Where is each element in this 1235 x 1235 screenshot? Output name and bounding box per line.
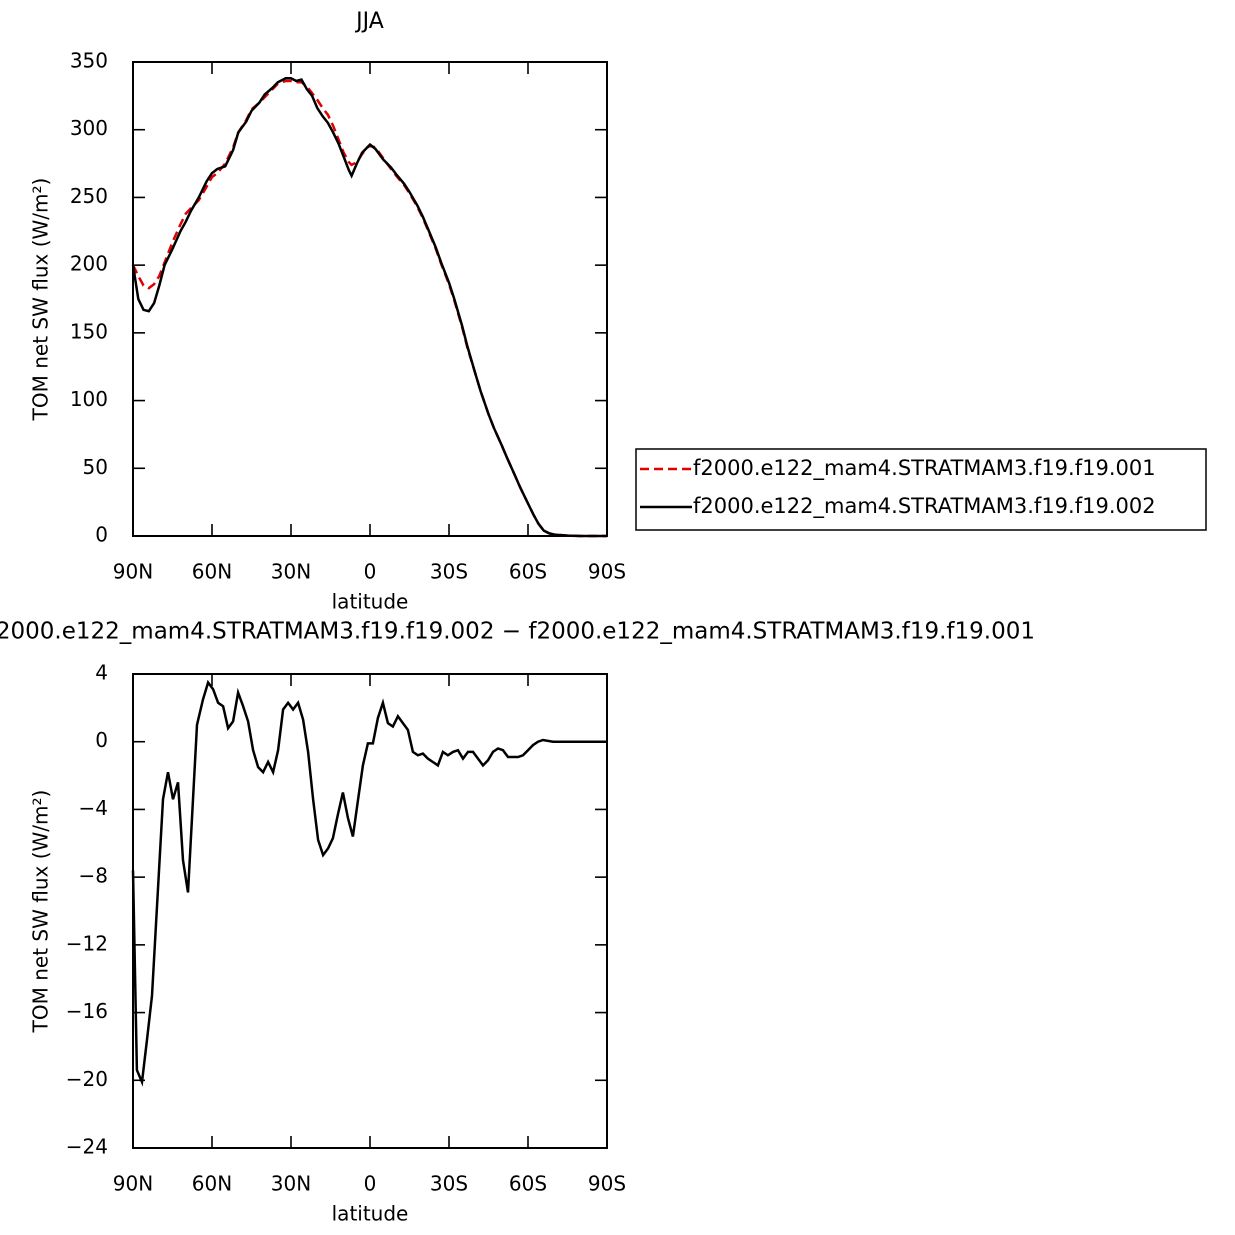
x-tick-label: 90N (113, 560, 153, 584)
data-line (131, 77, 607, 538)
chart-title: JJA (354, 9, 384, 34)
x-tick-label: 30S (430, 560, 468, 584)
y-tick-label: −12 (66, 931, 108, 955)
y-tick-label: −8 (79, 864, 108, 888)
y-tick-label: −20 (66, 1067, 108, 1091)
y-tick-label: 0 (95, 728, 108, 752)
y-tick-label: 300 (70, 116, 108, 140)
y-axis-label: TOM net SW flux (W/m²) (29, 178, 53, 422)
y-tick-label: 200 (70, 252, 108, 276)
y-tick-label: 50 (83, 455, 108, 479)
y-axis-label: TOM net SW flux (W/m²) (29, 790, 53, 1034)
y-tick-label: −4 (79, 796, 108, 820)
legend-label: f2000.e122_mam4.STRATMAM3.f19.f19.001 (693, 456, 1156, 481)
chart-title: f2000.e122_mam4.STRATMAM3.f19.f19.002 − … (0, 619, 1035, 645)
y-tick-label: 4 (95, 661, 108, 685)
x-tick-label: 60S (509, 1172, 547, 1196)
y-tick-label: 150 (70, 319, 108, 343)
x-tick-label: 60N (192, 560, 232, 584)
y-tick-label: 0 (95, 523, 108, 547)
x-axis-label: latitude (332, 590, 409, 614)
y-tick-label: 250 (70, 184, 108, 208)
x-tick-label: 90N (113, 1172, 153, 1196)
data-line (131, 679, 607, 1087)
y-tick-label: 100 (70, 387, 108, 411)
x-tick-label: 60S (509, 560, 547, 584)
y-tick-label: 350 (70, 49, 108, 73)
x-tick-label: 90S (588, 1172, 626, 1196)
legend-label: f2000.e122_mam4.STRATMAM3.f19.f19.002 (693, 494, 1156, 519)
plot-frame (132, 673, 608, 1149)
x-tick-label: 60N (192, 1172, 232, 1196)
x-tick-label: 0 (364, 560, 377, 584)
plot-frame (132, 61, 608, 537)
x-tick-label: 90S (588, 560, 626, 584)
x-tick-label: 30S (430, 1172, 468, 1196)
x-tick-label: 30N (271, 1172, 311, 1196)
x-tick-label: 30N (271, 560, 311, 584)
x-axis-label: latitude (332, 1202, 409, 1226)
y-tick-label: −24 (66, 1135, 108, 1159)
data-line (131, 79, 607, 538)
legend-box (635, 448, 1207, 531)
x-tick-label: 0 (364, 1172, 377, 1196)
y-tick-label: −16 (66, 999, 108, 1023)
